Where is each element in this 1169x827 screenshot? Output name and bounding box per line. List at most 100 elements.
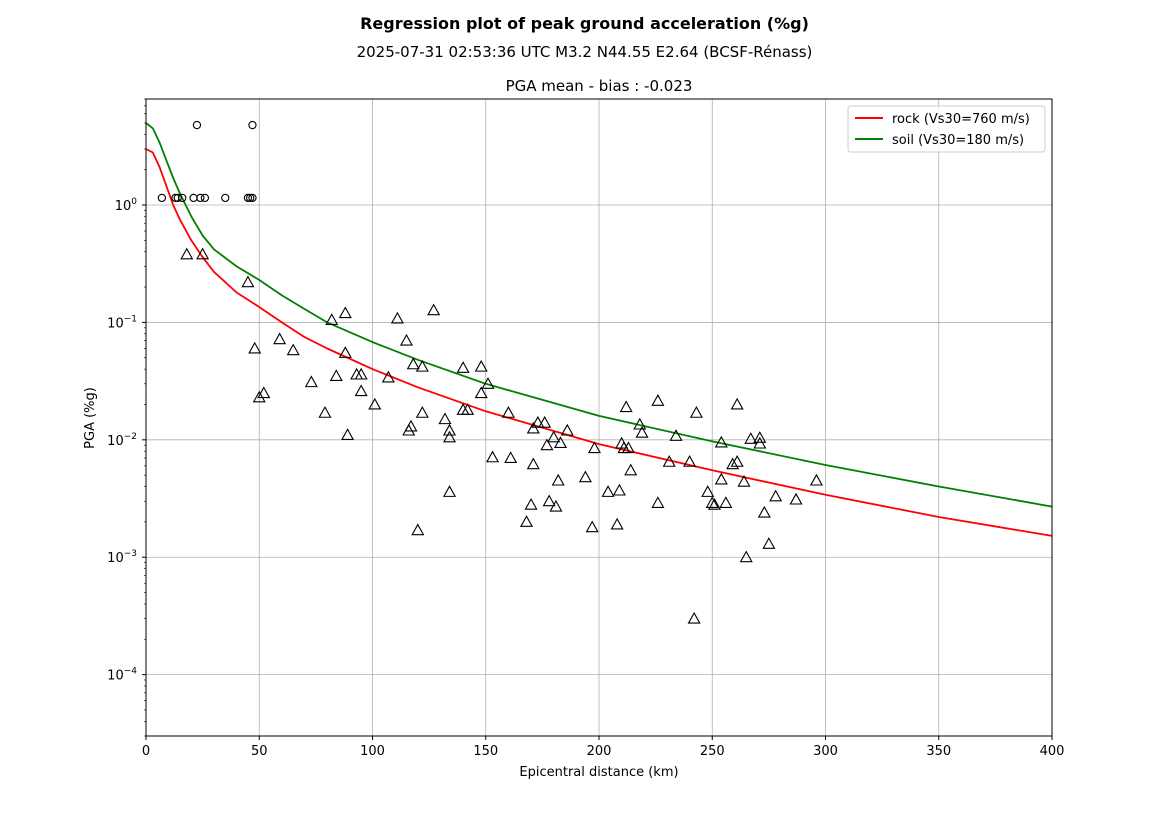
station-triangle-marker [501, 406, 515, 418]
station-triangle-marker [553, 436, 568, 449]
station-triangle-marker [624, 463, 638, 476]
station-triangle-marker [538, 415, 552, 428]
station-triangle-marker [753, 436, 767, 449]
station-triangle-marker [601, 485, 615, 497]
station-circle-marker [189, 193, 198, 203]
station-triangle-marker [474, 359, 488, 372]
station-triangle-marker [719, 496, 733, 508]
y-tick-label: 10−4 [107, 667, 137, 684]
station-triangle-marker [705, 496, 719, 508]
station-triangle-marker [549, 499, 563, 512]
station-triangle-marker [633, 417, 647, 430]
station-triangle-marker [354, 367, 368, 380]
station-triangle-marker [318, 406, 332, 418]
station-triangle-marker [325, 313, 339, 325]
legend-rock-label: rock (Vs30=760 m/s) [892, 112, 1030, 127]
station-points [157, 120, 823, 624]
station-triangle-marker [338, 306, 352, 319]
station-triangle-marker [456, 361, 470, 373]
station-triangle-marker [809, 473, 823, 486]
station-triangle-marker [286, 343, 300, 356]
y-tick-label: 10−2 [107, 432, 137, 449]
station-triangle-marker [273, 332, 287, 345]
station-triangle-marker [338, 346, 352, 358]
x-tick-label: 150 [473, 744, 498, 759]
station-triangle-marker [196, 247, 210, 260]
station-triangle-marker [635, 425, 649, 438]
station-triangle-marker [531, 415, 545, 428]
legend-soil-label: soil (Vs30=180 m/s) [892, 133, 1024, 148]
station-triangle-marker [519, 515, 534, 527]
station-triangle-marker [399, 333, 414, 346]
station-circle-marker [248, 120, 257, 130]
station-triangle-marker [390, 311, 404, 324]
station-triangle-marker [415, 406, 429, 418]
x-tick-label: 300 [813, 744, 838, 759]
station-triangle-marker [442, 485, 457, 497]
station-triangle-marker [427, 303, 441, 316]
station-triangle-marker [714, 472, 728, 485]
station-triangle-marker [474, 386, 488, 399]
x-tick-label: 100 [360, 744, 385, 759]
station-triangle-marker [406, 357, 420, 370]
station-circle-marker [196, 193, 205, 203]
axes-title: PGA mean - bias : -0.023 [506, 77, 693, 95]
station-triangle-marker [304, 375, 318, 388]
x-tick-label: 250 [700, 744, 725, 759]
soil-regression-line [145, 122, 1053, 508]
station-circle-marker [173, 193, 182, 203]
station-triangle-marker [504, 451, 518, 464]
station-triangle-marker [619, 400, 633, 413]
station-triangle-marker [438, 412, 452, 425]
station-triangle-marker [651, 394, 665, 406]
y-axis-label: PGA (%g) [83, 387, 98, 449]
station-triangle-marker [547, 430, 561, 443]
station-triangle-marker [560, 423, 574, 436]
station-triangle-marker [744, 432, 758, 444]
station-circle-marker [248, 193, 257, 203]
station-triangle-marker [730, 397, 744, 410]
y-tick-label: 100 [115, 197, 138, 214]
station-triangle-marker [701, 485, 715, 497]
station-triangle-marker [241, 275, 255, 288]
station-triangle-marker [730, 455, 744, 467]
station-triangle-marker [687, 611, 701, 624]
station-triangle-marker [329, 369, 343, 381]
figure-suptitle: Regression plot of peak ground accelerat… [360, 14, 809, 33]
station-triangle-marker [442, 430, 457, 443]
station-triangle-marker [252, 390, 266, 403]
legend-box [847, 105, 1046, 153]
station-triangle-marker [610, 517, 624, 530]
station-triangle-marker [714, 435, 728, 448]
x-axis-label: Epicentral distance (km) [519, 765, 678, 780]
station-triangle-marker [585, 520, 599, 533]
station-triangle-marker [341, 428, 355, 440]
station-triangle-marker [707, 497, 722, 510]
x-tick-label: 50 [251, 744, 268, 759]
station-triangle-marker [542, 494, 556, 507]
x-tick-label: 0 [142, 744, 150, 759]
station-triangle-marker [354, 384, 368, 397]
station-circle-marker [157, 193, 167, 203]
x-tick-label: 350 [926, 744, 951, 759]
station-triangle-marker [551, 473, 565, 486]
station-triangle-marker [739, 550, 753, 563]
station-triangle-marker [411, 523, 425, 536]
station-triangle-marker [248, 341, 262, 354]
plot-frame [145, 98, 1053, 737]
station-triangle-marker [578, 470, 592, 483]
station-triangle-marker [753, 431, 767, 443]
station-circle-marker [178, 193, 187, 203]
station-triangle-marker [180, 247, 194, 260]
station-triangle-marker [651, 496, 665, 508]
station-triangle-marker [526, 421, 540, 434]
station-triangle-marker [368, 397, 382, 410]
station-circle-marker [192, 120, 202, 130]
station-triangle-marker [762, 537, 776, 549]
legend: rock (Vs30=760 m/s) soil (Vs30=180 m/s) [847, 105, 1046, 153]
station-circle-marker [221, 193, 230, 203]
station-triangle-marker [662, 455, 676, 467]
station-triangle-marker [621, 441, 635, 454]
grid [145, 99, 1053, 736]
